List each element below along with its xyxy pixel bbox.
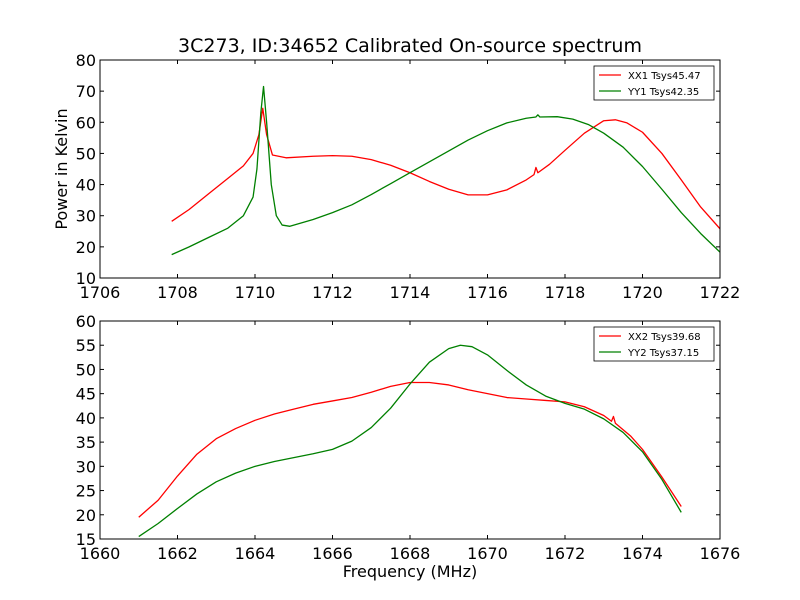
top-y-tick-label: 80 <box>76 51 96 70</box>
bottom-x-tick-label: 1660 <box>80 544 121 563</box>
bottom-y-tick-label: 55 <box>76 336 96 355</box>
top-y-tick-label: 30 <box>76 207 96 226</box>
bottom-x-tick-label: 1666 <box>312 544 353 563</box>
figure-title: 3C273, ID:34652 Calibrated On-source spe… <box>178 35 642 57</box>
top-x-tick-label: 1714 <box>390 283 431 302</box>
bottom-x-tick-label: 1664 <box>235 544 276 563</box>
top-y-tick-label: 50 <box>76 144 96 163</box>
top-legend: XX1 Tsys45.47 YY1 Tsys42.35 <box>593 65 715 101</box>
bottom-y-tick-label: 50 <box>76 360 96 379</box>
top-x-tick-label: 1710 <box>235 283 276 302</box>
top-plot-panel: 1706 1708 1710 1712 1714 1716 1718 1720 1722 10 20… <box>76 51 741 302</box>
bottom-x-tick-label: 1672 <box>545 544 586 563</box>
top-x-tick-label: 1718 <box>545 283 586 302</box>
bottom-legend-label-2: YY2 Tsys37.15 <box>627 348 699 359</box>
x-axis-label: Frequency (MHz) <box>343 562 477 581</box>
top-y-tick-label: 40 <box>76 176 96 195</box>
y-axis-label: Power in Kelvin <box>52 108 71 229</box>
top-x-tick-label: 1716 <box>467 283 508 302</box>
bottom-legend: XX2 Tsys39.68 YY2 Tsys37.15 <box>593 326 715 362</box>
bottom-x-tick-label: 1662 <box>157 544 198 563</box>
top-y-tick-label: 10 <box>76 269 96 288</box>
top-series-line-2 <box>171 85 720 256</box>
bottom-x-tick-label: 1674 <box>622 544 663 563</box>
bottom-y-tick-label: 40 <box>76 409 96 428</box>
bottom-legend-label-1: XX2 Tsys39.68 <box>628 332 701 343</box>
bottom-y-tick-label: 45 <box>76 385 96 404</box>
top-y-tick-label: 70 <box>76 82 96 101</box>
top-legend-box <box>593 65 715 101</box>
top-x-tick-label: 1720 <box>622 283 663 302</box>
bottom-y-tick-label: 15 <box>76 530 96 549</box>
bottom-y-tick-label: 35 <box>76 433 96 452</box>
top-legend-label-2: YY1 Tsys42.35 <box>627 87 699 98</box>
bottom-x-tick-label: 1670 <box>467 544 508 563</box>
bottom-x-tick-label: 1668 <box>390 544 431 563</box>
top-x-tick-label: 1708 <box>157 283 198 302</box>
top-legend-label-1: XX1 Tsys45.47 <box>628 71 701 82</box>
bottom-y-tick-label: 25 <box>76 482 96 501</box>
top-x-tick-label: 1712 <box>312 283 353 302</box>
bottom-y-tick-label: 20 <box>76 506 96 525</box>
bottom-y-tick-label: 60 <box>76 312 96 331</box>
bottom-legend-box <box>593 326 715 362</box>
top-x-tick-label: 1706 <box>80 283 121 302</box>
top-y-tick-label: 20 <box>76 238 96 257</box>
bottom-y-tick-label: 30 <box>76 457 96 476</box>
top-x-tick-label: 1722 <box>700 283 741 302</box>
bottom-x-tick-label: 1676 <box>700 544 741 563</box>
bottom-series-line-1 <box>138 381 682 518</box>
top-y-tick-label: 60 <box>76 113 96 132</box>
bottom-plot-panel: 1660 1662 1664 1666 1668 1670 1672 1674 1676 15 20… <box>76 312 741 563</box>
bottom-series-line-2 <box>138 344 682 538</box>
